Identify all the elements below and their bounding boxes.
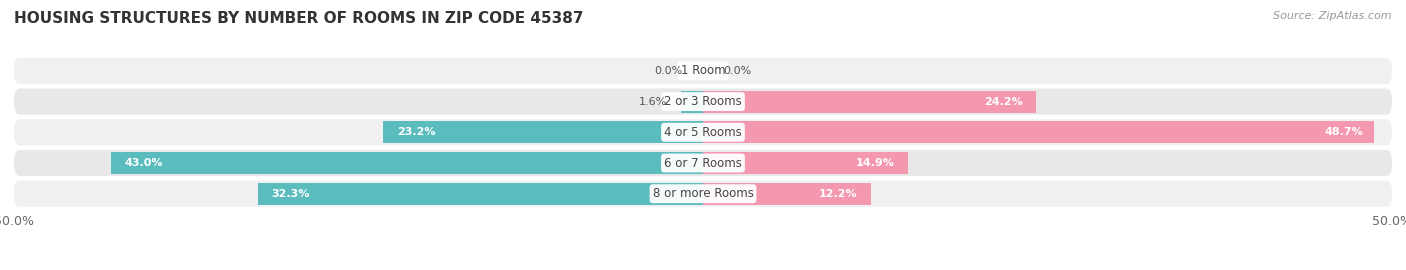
Text: 23.2%: 23.2% <box>396 127 436 137</box>
FancyBboxPatch shape <box>14 150 1392 176</box>
Text: 4 or 5 Rooms: 4 or 5 Rooms <box>664 126 742 139</box>
Text: 8 or more Rooms: 8 or more Rooms <box>652 187 754 200</box>
Bar <box>681 90 703 113</box>
Text: 0.0%: 0.0% <box>654 66 682 76</box>
Bar <box>111 152 703 174</box>
Text: HOUSING STRUCTURES BY NUMBER OF ROOMS IN ZIP CODE 45387: HOUSING STRUCTURES BY NUMBER OF ROOMS IN… <box>14 11 583 26</box>
Text: 0.0%: 0.0% <box>724 66 752 76</box>
Bar <box>703 183 872 205</box>
FancyBboxPatch shape <box>14 58 1392 84</box>
Bar <box>703 152 908 174</box>
Bar <box>703 121 1374 143</box>
Text: 12.2%: 12.2% <box>818 189 858 199</box>
Text: 32.3%: 32.3% <box>271 189 311 199</box>
Text: 43.0%: 43.0% <box>124 158 163 168</box>
Text: Source: ZipAtlas.com: Source: ZipAtlas.com <box>1274 11 1392 21</box>
Legend: Owner-occupied, Renter-occupied: Owner-occupied, Renter-occupied <box>571 268 835 270</box>
Bar <box>703 90 1036 113</box>
Text: 1 Room: 1 Room <box>681 64 725 77</box>
FancyBboxPatch shape <box>14 119 1392 145</box>
FancyBboxPatch shape <box>14 89 1392 115</box>
Text: 6 or 7 Rooms: 6 or 7 Rooms <box>664 157 742 170</box>
Text: 1.6%: 1.6% <box>638 97 668 107</box>
Bar <box>384 121 703 143</box>
Text: 14.9%: 14.9% <box>856 158 894 168</box>
Text: 48.7%: 48.7% <box>1324 127 1362 137</box>
Text: 24.2%: 24.2% <box>984 97 1022 107</box>
Text: 2 or 3 Rooms: 2 or 3 Rooms <box>664 95 742 108</box>
FancyBboxPatch shape <box>14 181 1392 207</box>
Bar <box>257 183 703 205</box>
